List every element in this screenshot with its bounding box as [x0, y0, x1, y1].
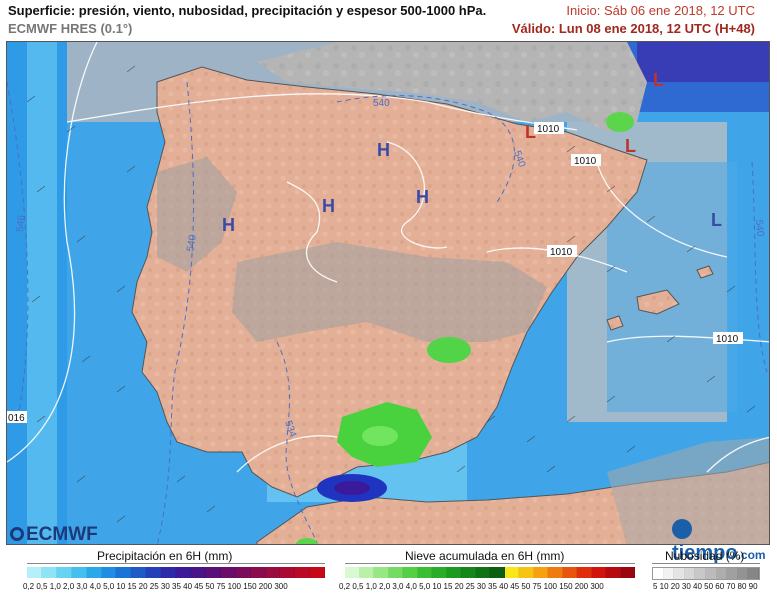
legend-swatch: [190, 567, 206, 578]
legend-swatch: [663, 568, 675, 579]
legend-swatch: [388, 567, 403, 578]
legend-swatch: [280, 567, 296, 578]
legend-swatch: [86, 567, 102, 578]
legend-swatch: [205, 567, 221, 578]
legend-swatch: [475, 567, 490, 578]
legend-swatch: [71, 567, 87, 578]
map-title: Superficie: presión, viento, nubosidad, …: [8, 3, 487, 18]
legend-swatch: [577, 567, 592, 578]
legend-swatch: [727, 568, 738, 579]
legend-swatch: [653, 568, 664, 579]
legend-swatch: [220, 567, 236, 578]
cloud-scale-ticks: 5 10 20 30 40 50 60 70 80 90: [653, 582, 758, 591]
legend-swatch: [533, 567, 548, 578]
isobars: [7, 42, 769, 473]
legend-swatch: [345, 567, 360, 578]
tiempo-logo-icon: [672, 519, 692, 539]
low-pressure-center: L: [711, 210, 722, 230]
legend-swatch: [295, 567, 311, 578]
legend-swatch: [101, 567, 117, 578]
legend-swatch: [684, 568, 696, 579]
legend-swatch: [41, 567, 57, 578]
weather-map[interactable]: H H H H L L L L 1010 1010 1010 1010 016 …: [6, 41, 770, 545]
legend-swatch: [490, 567, 505, 578]
low-pressure-center: L: [525, 122, 536, 142]
cloud-legend-title: Nubosidad (%): [665, 549, 745, 563]
legend-swatch: [504, 567, 519, 578]
wind-barbs: [26, 65, 756, 523]
legend-swatch: [27, 567, 42, 578]
thickness-label: 540: [185, 234, 199, 253]
legend-swatch: [374, 567, 389, 578]
ecmwf-logo-icon: [10, 527, 24, 541]
legend-swatch: [310, 567, 326, 578]
init-time: Inicio: Sáb 06 ene 2018, 12 UTC: [566, 3, 755, 18]
snow-legend-title: Nieve acumulada en 6H (mm): [405, 549, 565, 563]
legend-swatch: [716, 568, 728, 579]
isobar-label: 016: [8, 413, 25, 424]
cloud-color-scale: [652, 567, 760, 580]
legend-swatch: [403, 567, 418, 578]
snow-color-scale: [345, 567, 635, 578]
valid-time: Válido: Lun 08 ene 2018, 12 UTC (H+48): [511, 21, 755, 36]
precip-scale-ticks: 0,2 0,5 1,0 2,0 3,0 4,0 5,0 10 15 20 25 …: [23, 582, 288, 591]
low-pressure-center: L: [653, 70, 664, 90]
legend-swatch: [548, 567, 563, 578]
legend-swatch: [461, 567, 476, 578]
legend-swatch: [235, 567, 251, 578]
legend-swatch: [131, 567, 147, 578]
legend-swatch: [737, 568, 749, 579]
legend-swatch: [417, 567, 432, 578]
isobar-label: 1010: [537, 124, 560, 135]
snow-area-central: [427, 337, 471, 363]
legend-swatch: [562, 567, 577, 578]
high-pressure-center: H: [377, 140, 390, 160]
legend-swatch: [695, 568, 706, 579]
legend-swatch: [146, 567, 162, 578]
thickness-label: 540: [753, 219, 765, 237]
ecmwf-logo: ECMWF: [10, 524, 98, 546]
legend-swatch: [359, 567, 374, 578]
precip-legend-title: Precipitación en 6H (mm): [97, 549, 233, 563]
balearic-islands: [636, 289, 680, 315]
isobar-label: 1010: [716, 334, 739, 345]
legend-swatch: [705, 568, 717, 579]
legend-swatch: [176, 567, 191, 578]
isobar-label: 1010: [550, 247, 573, 258]
legend-swatch: [674, 568, 685, 579]
model-label: ECMWF HRES (0.1°): [8, 21, 133, 36]
legend-swatch: [519, 567, 534, 578]
high-pressure-center: H: [222, 215, 235, 235]
thickness-lines: [7, 81, 768, 544]
legend-swatch: [591, 567, 606, 578]
thickness-label: 546: [15, 214, 27, 232]
legend-swatch: [265, 567, 281, 578]
snow-area-pyrenees: [606, 112, 634, 132]
legend-swatch: [161, 567, 177, 578]
thickness-label: 540: [373, 98, 390, 109]
legend-swatch: [432, 567, 447, 578]
low-pressure-center: L: [625, 136, 636, 156]
france-land: [257, 42, 647, 132]
isobar-label: 1010: [574, 156, 597, 167]
legend-swatch: [446, 567, 461, 578]
high-pressure-center: H: [322, 196, 335, 216]
legend-swatch: [748, 568, 759, 579]
snow-scale-ticks: 0,2 0,5 1,0 2,0 3,0 4,0 5,0 10 15 20 25 …: [339, 582, 604, 591]
legend-swatch: [250, 567, 266, 578]
legend-swatch: [116, 567, 132, 578]
weather-map-canvas: H H H H L L L L 1010 1010 1010 1010 016 …: [7, 42, 769, 544]
legend-swatch: [606, 567, 621, 578]
tiempo-logo: tiempo.com: [672, 519, 777, 565]
high-pressure-center: H: [416, 187, 429, 207]
precip-color-scale: [27, 567, 326, 578]
legend-swatch: [620, 567, 635, 578]
legend-swatch: [56, 567, 72, 578]
